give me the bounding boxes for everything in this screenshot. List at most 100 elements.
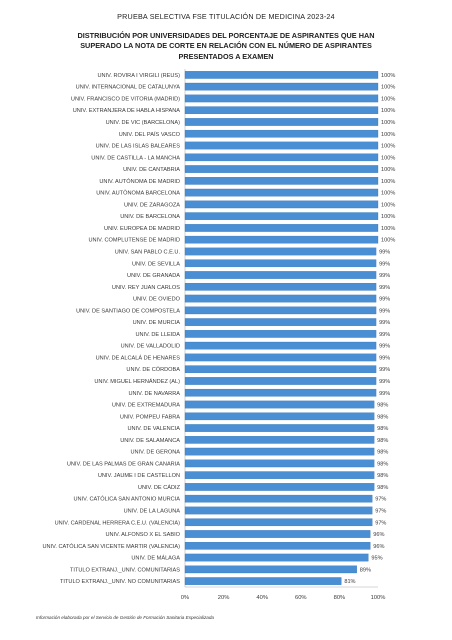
bar <box>184 400 375 409</box>
data-label: 97% <box>375 497 386 503</box>
bar <box>184 71 379 79</box>
data-label: 96% <box>373 544 384 550</box>
bar <box>184 377 377 385</box>
x-tick-label: 60% <box>295 595 307 601</box>
bar <box>184 82 379 91</box>
bar <box>184 436 375 444</box>
data-label: 81% <box>344 579 355 585</box>
data-label: 98% <box>377 438 388 444</box>
category-label: UNIV. DE VALENCIA <box>127 426 180 432</box>
bar <box>184 247 377 256</box>
category-label: UNIV. DE LLEIDA <box>135 332 180 338</box>
category-label: UNIV. EXTRANJERA DE HABLA HISPANA <box>73 108 181 114</box>
x-tick-label: 100% <box>371 595 386 601</box>
data-label: 100% <box>381 96 395 102</box>
data-label: 99% <box>379 320 390 326</box>
data-label: 89% <box>360 567 371 573</box>
data-label: 99% <box>379 249 390 255</box>
category-label: UNIV. DE ALCALÁ DE HENARES <box>96 354 181 361</box>
category-label: UNIV. POMPEU FABRA <box>120 414 180 420</box>
bar <box>184 494 373 503</box>
category-label: UNIV. DE CÓRDOBA <box>126 366 180 373</box>
category-label: UNIV. DE SEVILLA <box>132 261 180 267</box>
data-label: 100% <box>381 179 395 185</box>
bar <box>184 388 377 397</box>
bar <box>184 294 377 303</box>
category-label: UNIV. CARDENAL HERRERA C.E.U. (VALENCIA) <box>55 520 181 526</box>
category-label: UNIV. DE BARCELONA <box>120 214 180 220</box>
bar <box>184 518 373 527</box>
bar <box>184 471 375 479</box>
category-label: UNIV. DE SALAMANCA <box>120 438 180 444</box>
data-label: 99% <box>379 308 390 314</box>
bar <box>184 177 379 185</box>
category-label: UNIV. DE CÁDIZ <box>138 484 181 491</box>
bar <box>184 424 375 432</box>
bar <box>184 365 377 374</box>
bar <box>184 541 371 550</box>
category-label: UNIV. DE SANTIAGO DE COMPOSTELA <box>76 308 180 314</box>
data-label: 98% <box>377 426 388 432</box>
category-label: UNIV. INTERNACIONAL DE CATALUNYA <box>76 85 181 91</box>
bar <box>184 565 357 574</box>
data-label: 97% <box>375 520 386 526</box>
category-label: UNIV. DE LAS ISLAS BALEARES <box>96 144 181 150</box>
category-label: UNIV. DE NAVARRA <box>129 391 181 397</box>
data-label: 100% <box>381 144 395 150</box>
data-label: 100% <box>381 214 395 220</box>
category-label: UNIV. DE MURCIA <box>133 320 181 326</box>
category-label: UNIV. DE CASTILLA - LA MANCHA <box>91 155 180 161</box>
category-label: UNIV. SAN PABLO C.E.U. <box>115 249 181 255</box>
bar <box>184 188 379 197</box>
data-label: 100% <box>381 226 395 232</box>
bar <box>184 483 375 491</box>
category-label: UNIV. ROVIRA I VIRGILI (REUS) <box>98 73 181 79</box>
category-label: UNIV. FRANCISCO DE VITORIA (MADRID) <box>71 96 180 102</box>
data-label: 100% <box>381 191 395 197</box>
category-label: UNIV. CATÓLICA SAN VICENTE MARTIR (VALEN… <box>43 543 181 550</box>
category-label: UNIV. AUTÓNOMA DE MADRID <box>99 178 180 185</box>
data-label: 95% <box>371 556 382 562</box>
bar <box>184 306 377 315</box>
data-label: 100% <box>381 132 395 138</box>
bar <box>184 506 373 515</box>
data-label: 99% <box>379 261 390 267</box>
bar <box>184 212 379 220</box>
category-label: TITULO EXTRANJ._UNIV. NO COMUNITARIAS <box>60 579 180 585</box>
data-label: 99% <box>379 355 390 361</box>
data-label: 100% <box>381 238 395 244</box>
bar <box>184 235 379 244</box>
category-label: UNIV. AUTÒNOMA BARCELONA <box>96 190 180 197</box>
category-label: UNIV. EUROPEA DE MADRID <box>104 226 180 232</box>
bar <box>184 106 379 115</box>
category-label: UNIV. DE ZARAGOZA <box>124 202 180 208</box>
data-label: 99% <box>379 332 390 338</box>
bar <box>184 271 377 279</box>
data-label: 99% <box>379 391 390 397</box>
data-label: 100% <box>381 155 395 161</box>
bar <box>184 447 375 456</box>
data-label: 98% <box>377 403 388 409</box>
data-label: 96% <box>373 532 384 538</box>
bar <box>184 353 377 362</box>
data-label: 99% <box>379 367 390 373</box>
bar <box>184 118 379 126</box>
category-label: UNIV. JAUME I DE CASTELLON <box>98 473 180 479</box>
data-label: 98% <box>377 485 388 491</box>
category-label: UNIV. ALFONSO X EL SABIO <box>105 532 180 538</box>
page-title: PRUEBA SELECTIVA FSE TITULACIÓN DE MEDIC… <box>117 12 335 21</box>
data-label: 100% <box>381 202 395 208</box>
x-tick-label: 20% <box>218 595 230 601</box>
data-label: 99% <box>379 297 390 303</box>
data-label: 99% <box>379 344 390 350</box>
x-tick-label: 40% <box>256 595 268 601</box>
data-label: 99% <box>379 285 390 291</box>
data-label: 99% <box>379 273 390 279</box>
category-label: UNIV. DE VIC (BARCELONA) <box>106 120 181 126</box>
bar <box>184 282 377 291</box>
category-label: UNIV. DE EXTREMADURA <box>112 403 180 409</box>
category-label: UNIV. DE OVIEDO <box>133 297 181 303</box>
category-label: UNIV. MIGUEL HERNÁNDEZ (AL) <box>94 378 180 385</box>
category-label: UNIV. DE GERONA <box>130 450 180 456</box>
